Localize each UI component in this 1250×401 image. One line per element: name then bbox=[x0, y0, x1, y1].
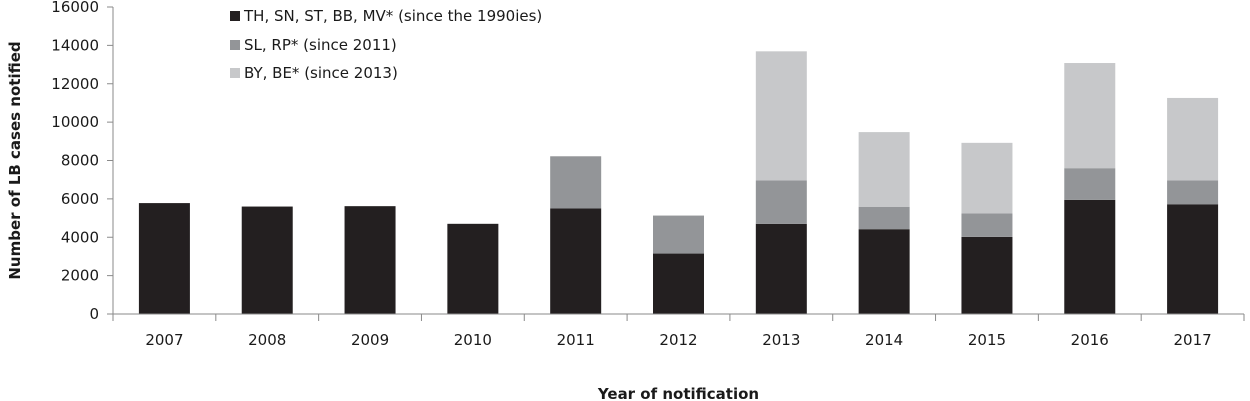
bar-segment-2010-series-1 bbox=[447, 223, 499, 314]
bar-segment-2012-series-2 bbox=[653, 215, 704, 254]
bar-segment-2014-series-2 bbox=[858, 206, 910, 230]
legend-label-series-3: BY, BE* (since 2013) bbox=[244, 64, 398, 82]
legend-swatch-series-2 bbox=[230, 40, 240, 50]
bars-layer bbox=[138, 51, 1219, 314]
legend-swatch-series-1 bbox=[230, 11, 240, 21]
bar-segment-2013-series-1 bbox=[755, 223, 807, 314]
y-tick-label: 8000 bbox=[61, 152, 99, 170]
legend-label-series-1: TH, SN, ST, BB, MV* (since the 1990ies) bbox=[243, 7, 542, 25]
bar-segment-2011-series-2 bbox=[550, 156, 602, 209]
x-tick-label: 2010 bbox=[454, 331, 492, 349]
x-axis-title: Year of notification bbox=[597, 385, 759, 401]
y-tick-label: 2000 bbox=[61, 267, 99, 285]
bar-segment-2016-series-3 bbox=[1064, 63, 1116, 169]
y-tick-label: 4000 bbox=[61, 228, 99, 246]
bar-segment-2013-series-2 bbox=[755, 180, 807, 224]
x-tick-label: 2008 bbox=[248, 331, 286, 349]
x-tick-label: 2016 bbox=[1071, 331, 1109, 349]
legend: TH, SN, ST, BB, MV* (since the 1990ies) S… bbox=[230, 7, 542, 82]
bar-segment-2015-series-2 bbox=[961, 213, 1013, 237]
bar-segment-2011-series-1 bbox=[550, 208, 602, 314]
x-tick-label: 2011 bbox=[557, 331, 595, 349]
x-tick-label: 2007 bbox=[145, 331, 183, 349]
legend-swatch-series-3 bbox=[230, 68, 240, 78]
x-tick-label: 2017 bbox=[1173, 331, 1211, 349]
bar-segment-2016-series-1 bbox=[1064, 199, 1116, 314]
x-tick-label: 2014 bbox=[865, 331, 903, 349]
bar-segment-2007-series-1 bbox=[138, 203, 190, 314]
bar-segment-2012-series-1 bbox=[653, 253, 704, 314]
bar-segment-2017-series-3 bbox=[1167, 97, 1219, 181]
y-tick-label: 10000 bbox=[51, 113, 99, 131]
bar-segment-2008-series-1 bbox=[241, 206, 293, 314]
y-tick-label: 14000 bbox=[51, 36, 99, 54]
legend-label-series-2: SL, RP* (since 2011) bbox=[244, 36, 397, 54]
bar-segment-2017-series-1 bbox=[1167, 204, 1219, 314]
y-tick-label: 12000 bbox=[51, 75, 99, 93]
bar-segment-2014-series-3 bbox=[858, 132, 910, 207]
bar-segment-2009-series-1 bbox=[344, 206, 396, 314]
bar-segment-2015-series-3 bbox=[961, 142, 1013, 214]
bar-segment-2016-series-2 bbox=[1064, 168, 1116, 200]
y-axis-title: Number of LB cases notified bbox=[6, 41, 24, 279]
x-tick-label: 2015 bbox=[968, 331, 1006, 349]
x-tick-label: 2012 bbox=[659, 331, 697, 349]
y-ticks: 0 2000 4000 6000 8000 10000 12000 14000 16000 bbox=[51, 0, 113, 323]
x-tick-label: 2013 bbox=[762, 331, 800, 349]
y-tick-label: 16000 bbox=[51, 0, 99, 16]
y-tick-label: 6000 bbox=[61, 190, 99, 208]
bar-segment-2017-series-2 bbox=[1167, 180, 1219, 205]
x-tick-label: 2009 bbox=[351, 331, 389, 349]
bar-segment-2015-series-1 bbox=[961, 236, 1013, 314]
y-tick-label: 0 bbox=[89, 305, 99, 323]
x-ticks: 2007 2008 2009 2010 2011 2012 2013 2014 2015 2016… bbox=[112, 314, 1245, 349]
bar-segment-2014-series-1 bbox=[858, 229, 910, 314]
bar-segment-2013-series-3 bbox=[755, 51, 807, 181]
